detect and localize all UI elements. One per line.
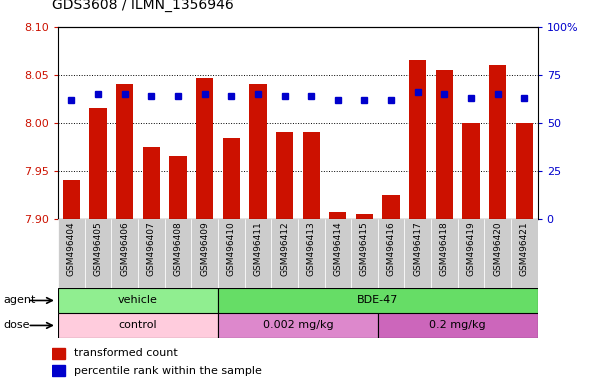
- Bar: [218, 313, 378, 338]
- Bar: [458, 219, 485, 288]
- Bar: [52, 365, 65, 376]
- Bar: [324, 219, 351, 288]
- Bar: [111, 219, 138, 288]
- Bar: [116, 84, 133, 219]
- Bar: [489, 65, 507, 219]
- Text: agent: agent: [3, 295, 35, 306]
- Bar: [142, 147, 160, 219]
- Bar: [382, 195, 400, 219]
- Text: GSM496409: GSM496409: [200, 221, 209, 276]
- Bar: [378, 313, 538, 338]
- Text: GSM496413: GSM496413: [307, 221, 316, 276]
- Text: GSM496410: GSM496410: [227, 221, 236, 276]
- Text: GSM496418: GSM496418: [440, 221, 449, 276]
- Bar: [244, 219, 271, 288]
- Text: GSM496406: GSM496406: [120, 221, 129, 276]
- Text: GSM496404: GSM496404: [67, 221, 76, 276]
- Bar: [511, 219, 538, 288]
- Text: GSM496419: GSM496419: [467, 221, 475, 276]
- Bar: [329, 212, 346, 219]
- Bar: [409, 61, 426, 219]
- Text: dose: dose: [3, 320, 29, 331]
- Bar: [196, 78, 213, 219]
- Bar: [191, 219, 218, 288]
- Text: BDE-47: BDE-47: [357, 295, 398, 306]
- Bar: [463, 123, 480, 219]
- Bar: [356, 214, 373, 219]
- Bar: [164, 219, 191, 288]
- Bar: [516, 123, 533, 219]
- Bar: [89, 108, 107, 219]
- Bar: [58, 288, 218, 313]
- Bar: [302, 132, 320, 219]
- Text: GSM496414: GSM496414: [334, 221, 342, 276]
- Bar: [351, 219, 378, 288]
- Text: vehicle: vehicle: [118, 295, 158, 306]
- Text: control: control: [119, 320, 157, 331]
- Text: GSM496411: GSM496411: [254, 221, 262, 276]
- Text: GSM496415: GSM496415: [360, 221, 369, 276]
- Bar: [298, 219, 324, 288]
- Bar: [249, 84, 266, 219]
- Text: GSM496416: GSM496416: [387, 221, 396, 276]
- Text: GSM496407: GSM496407: [147, 221, 156, 276]
- Text: transformed count: transformed count: [73, 348, 177, 358]
- Bar: [218, 219, 244, 288]
- Bar: [169, 157, 186, 219]
- Bar: [58, 219, 85, 288]
- Bar: [276, 132, 293, 219]
- Bar: [218, 288, 538, 313]
- Text: 0.2 mg/kg: 0.2 mg/kg: [430, 320, 486, 331]
- Bar: [58, 313, 218, 338]
- Text: 0.002 mg/kg: 0.002 mg/kg: [263, 320, 333, 331]
- Bar: [436, 70, 453, 219]
- Bar: [404, 219, 431, 288]
- Bar: [85, 219, 111, 288]
- Text: GSM496421: GSM496421: [520, 221, 529, 276]
- Text: GSM496408: GSM496408: [174, 221, 183, 276]
- Bar: [52, 348, 65, 359]
- Text: percentile rank within the sample: percentile rank within the sample: [73, 366, 262, 376]
- Bar: [271, 219, 298, 288]
- Bar: [431, 219, 458, 288]
- Text: GSM496417: GSM496417: [413, 221, 422, 276]
- Text: GSM496405: GSM496405: [93, 221, 103, 276]
- Bar: [485, 219, 511, 288]
- Bar: [378, 219, 404, 288]
- Bar: [222, 138, 240, 219]
- Text: GDS3608 / ILMN_1356946: GDS3608 / ILMN_1356946: [52, 0, 233, 12]
- Bar: [138, 219, 164, 288]
- Text: GSM496412: GSM496412: [280, 221, 289, 276]
- Bar: [63, 180, 80, 219]
- Text: GSM496420: GSM496420: [493, 221, 502, 276]
